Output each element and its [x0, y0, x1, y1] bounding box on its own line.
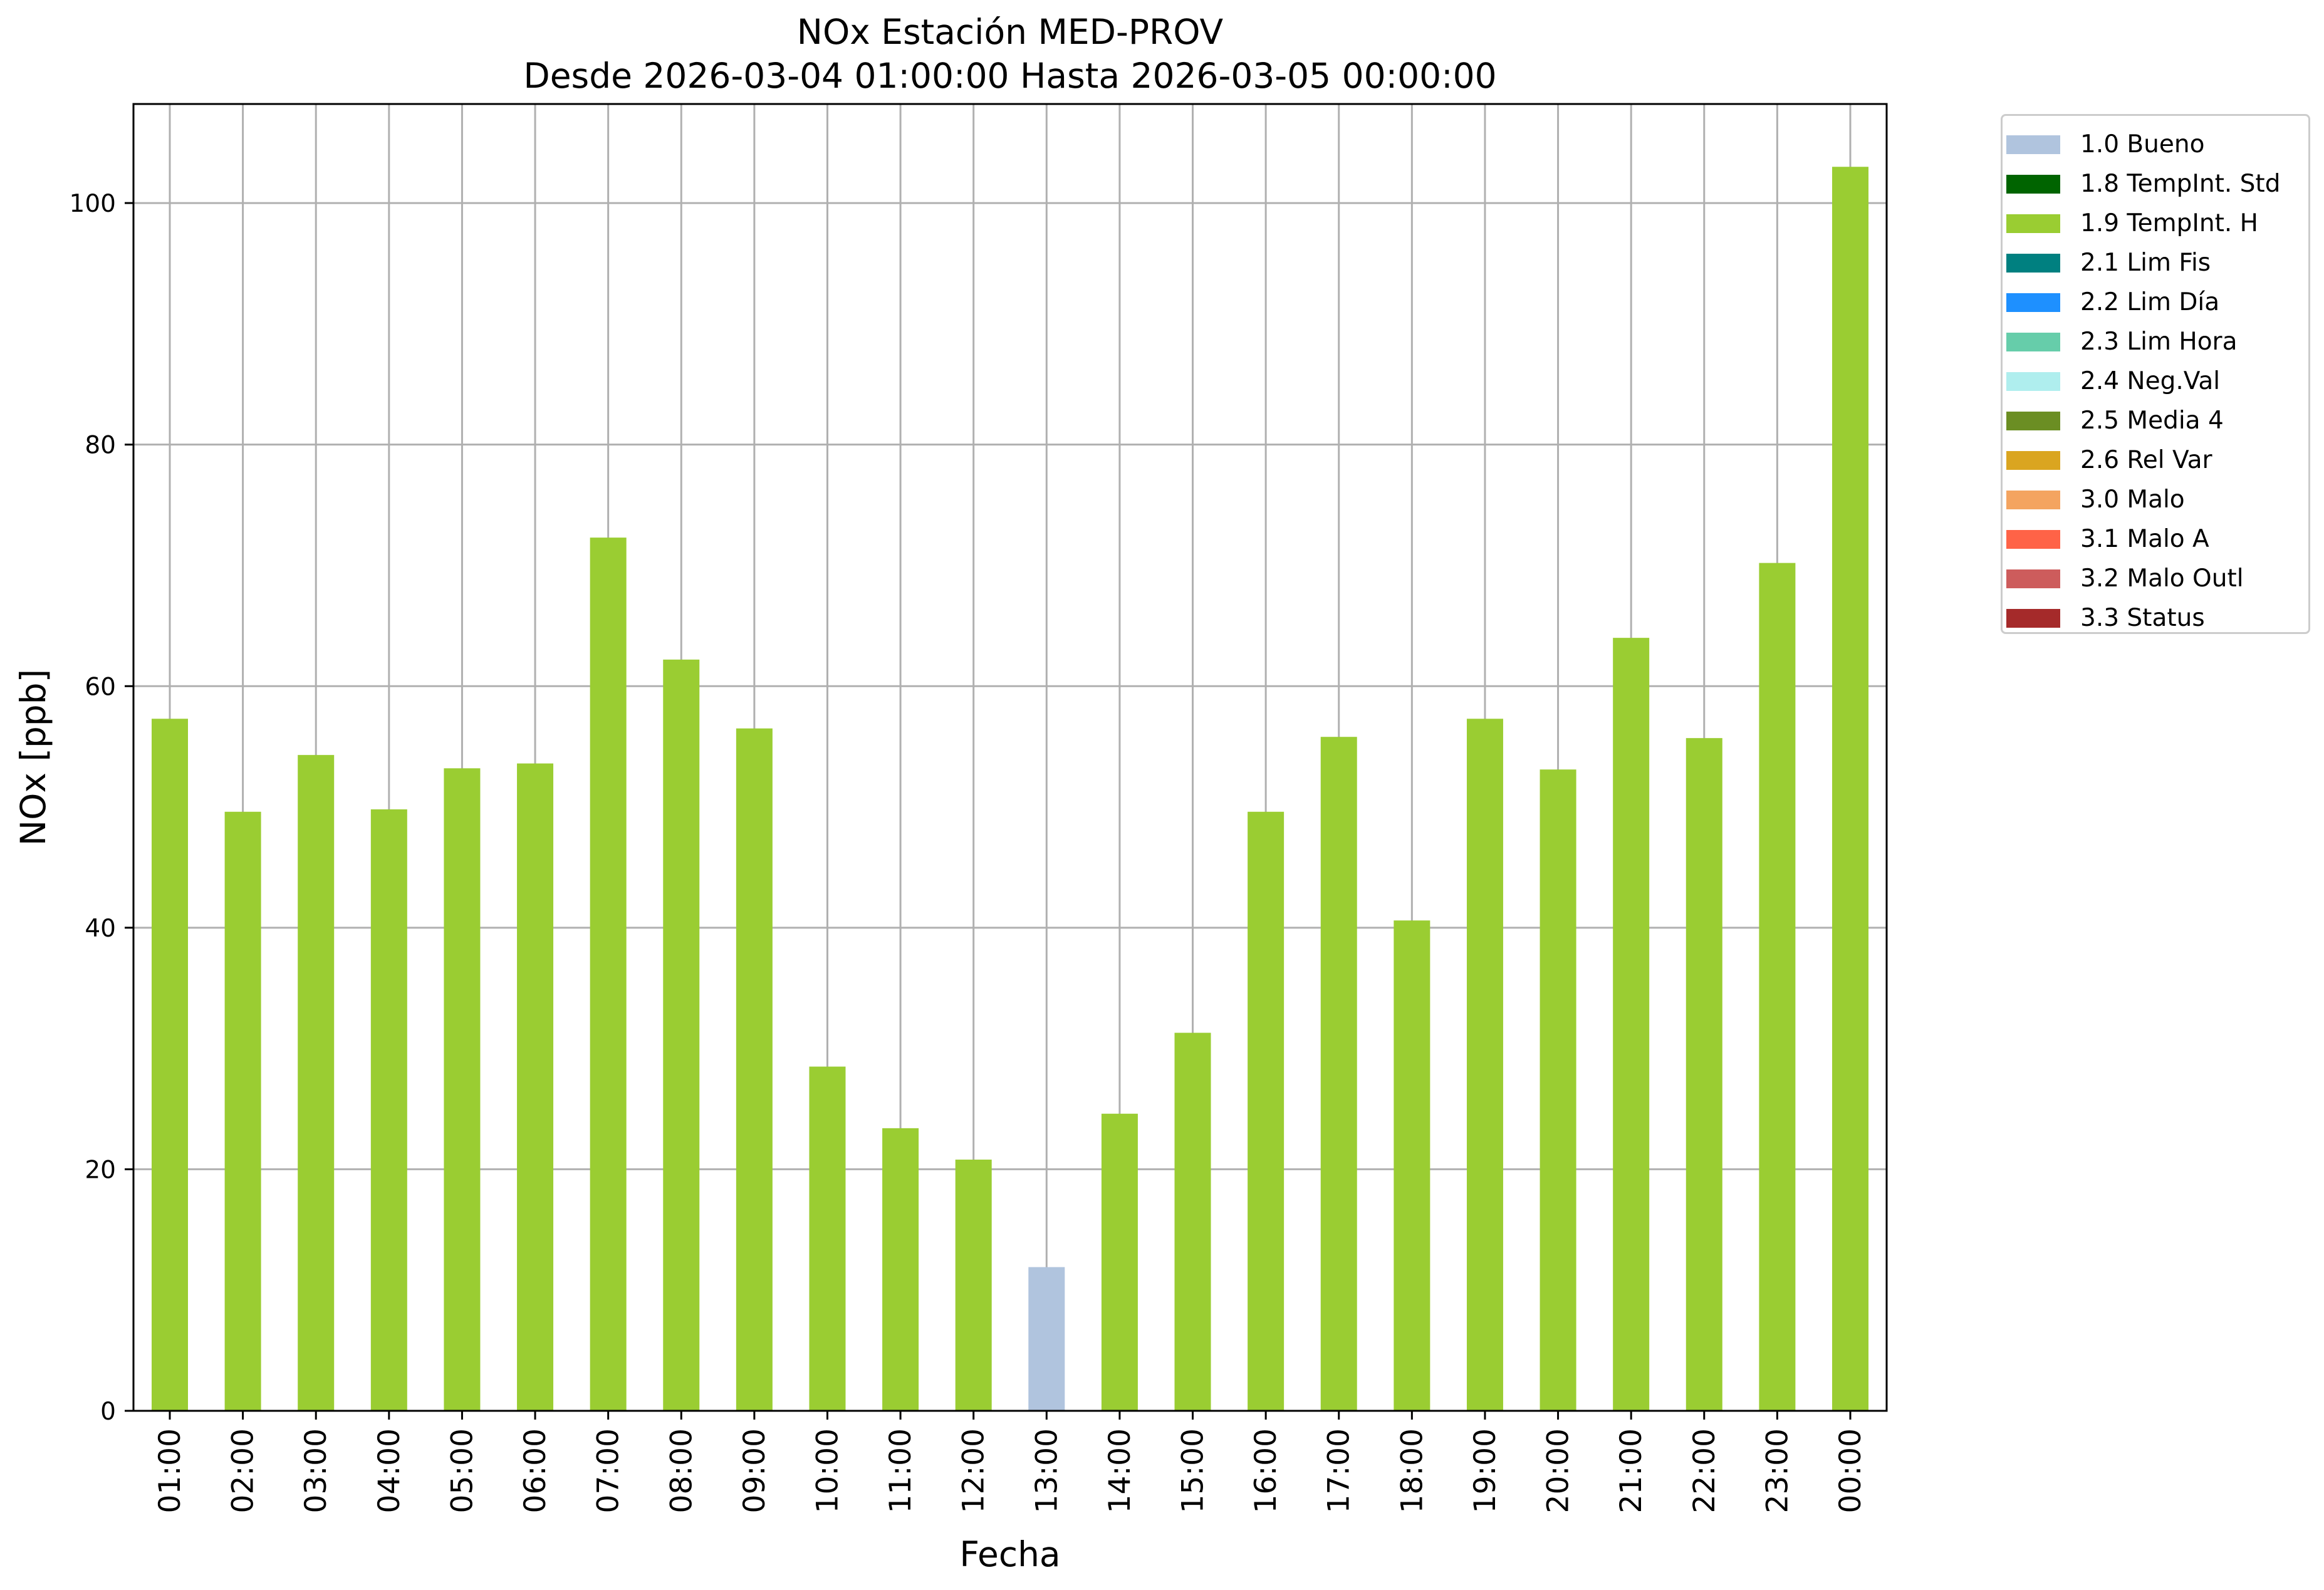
legend-label: 2.6 Rel Var — [2080, 446, 2212, 474]
bar-1000 — [809, 1066, 846, 1411]
x-tick-label: 14:00 — [1103, 1428, 1137, 1513]
legend-swatch — [2006, 608, 2060, 628]
legend-label: 1.0 Bueno — [2080, 130, 2205, 158]
x-tick-label: 22:00 — [1687, 1428, 1722, 1513]
x-tick-label: 06:00 — [518, 1428, 553, 1513]
bar-0500 — [444, 768, 481, 1411]
bar-2100 — [1613, 638, 1650, 1411]
bar-0700 — [590, 538, 627, 1411]
x-tick-label: 18:00 — [1395, 1428, 1429, 1513]
bar-0100 — [152, 719, 188, 1411]
x-tick-label: 03:00 — [299, 1428, 333, 1513]
x-axis-label: Fecha — [959, 1534, 1060, 1574]
x-tick-label: 04:00 — [372, 1428, 407, 1513]
x-tick-label: 19:00 — [1468, 1428, 1503, 1513]
legend-swatch — [2006, 529, 2060, 549]
chart-title: NOx Estación MED-PROV — [797, 12, 1224, 52]
y-tick-label: 20 — [85, 1156, 116, 1184]
legend-label: 2.3 Lim Hora — [2080, 328, 2238, 356]
y-tick-label: 60 — [85, 673, 116, 701]
plot-frame — [132, 103, 1888, 1412]
bar-1400 — [1101, 1113, 1138, 1411]
x-tick-label: 20:00 — [1541, 1428, 1576, 1513]
bar-0300 — [298, 755, 335, 1411]
legend-label: 3.1 Malo A — [2080, 525, 2209, 553]
x-tick-label: 07:00 — [591, 1428, 626, 1513]
bar-1800 — [1394, 920, 1430, 1411]
bars-layer — [152, 167, 1868, 1411]
legend-label: 2.2 Lim Día — [2080, 288, 2220, 316]
bar-1700 — [1320, 737, 1357, 1411]
bar-1600 — [1248, 811, 1284, 1411]
x-tick-label: 13:00 — [1029, 1428, 1064, 1513]
legend-label: 3.0 Malo — [2080, 486, 2185, 514]
x-tick-label: 21:00 — [1614, 1428, 1649, 1513]
bar-0800 — [663, 659, 700, 1411]
x-tick-label: 23:00 — [1760, 1428, 1795, 1513]
legend-label: 3.2 Malo Outl — [2080, 564, 2244, 593]
legend-swatch — [2006, 332, 2060, 351]
x-tick-label: 17:00 — [1322, 1428, 1357, 1513]
chart-subtitle: Desde 2026-03-04 01:00:00 Hasta 2026-03-… — [523, 56, 1496, 96]
x-tick-label: 00:00 — [1833, 1428, 1868, 1513]
legend-swatch — [2006, 450, 2060, 470]
legend-swatch — [2006, 490, 2060, 509]
y-tick-label: 80 — [85, 432, 116, 460]
bar-1100 — [882, 1128, 919, 1411]
bar-1500 — [1174, 1032, 1211, 1411]
bar-0400 — [370, 809, 407, 1411]
legend-swatch — [2006, 569, 2060, 588]
bar-0000 — [1832, 167, 1868, 1411]
legend-swatch — [2006, 293, 2060, 312]
y-tick-label: 100 — [70, 190, 116, 218]
bar-0900 — [736, 728, 773, 1411]
legend-label: 3.3 Status — [2080, 604, 2205, 632]
x-tick-label: 11:00 — [883, 1428, 918, 1513]
bar-2000 — [1540, 769, 1576, 1411]
legend-label: 2.1 Lim Fis — [2080, 249, 2211, 277]
x-tick-label: 08:00 — [664, 1428, 699, 1513]
x-tick-label: 09:00 — [737, 1428, 772, 1513]
legend-swatch — [2006, 253, 2060, 273]
bar-2200 — [1686, 738, 1722, 1411]
x-tick-label: 01:00 — [153, 1428, 187, 1513]
legend: 1.0 Bueno 1.8 TempInt. Std 1.9 TempInt. H 2… — [2001, 114, 2310, 634]
x-tick-label: 02:00 — [226, 1428, 261, 1513]
x-tick-label: 16:00 — [1249, 1428, 1283, 1513]
bar-2300 — [1759, 563, 1796, 1411]
legend-label: 1.9 TempInt. H — [2080, 209, 2258, 237]
x-tick-label: 15:00 — [1176, 1428, 1211, 1513]
bar-1200 — [955, 1159, 992, 1411]
legend-swatch — [2006, 372, 2060, 391]
x-tick-label: 12:00 — [957, 1428, 991, 1513]
legend-label: 2.5 Media 4 — [2080, 407, 2224, 435]
y-tick-label: 40 — [85, 915, 116, 943]
x-tick-label: 05:00 — [445, 1428, 479, 1513]
x-tick-label: 10:00 — [810, 1428, 845, 1513]
y-axis-label: NOx [ppb] — [13, 669, 53, 846]
bar-1300 — [1028, 1267, 1065, 1411]
legend-swatch — [2006, 411, 2060, 430]
bar-0200 — [224, 811, 261, 1411]
ticks-layer: 0 20 40 60 80 100 01:00 02:00 03:00 04:00 05:00 06:… — [70, 190, 1868, 1513]
legend-label: 2.4 Neg.Val — [2080, 367, 2221, 395]
legend-swatch — [2006, 174, 2060, 194]
bar-1900 — [1466, 719, 1503, 1411]
legend-swatch — [2006, 214, 2060, 233]
legend-label: 1.8 TempInt. Std — [2080, 170, 2281, 198]
bar-0600 — [517, 763, 554, 1411]
y-tick-label: 0 — [100, 1398, 116, 1426]
legend-swatch — [2006, 135, 2060, 154]
